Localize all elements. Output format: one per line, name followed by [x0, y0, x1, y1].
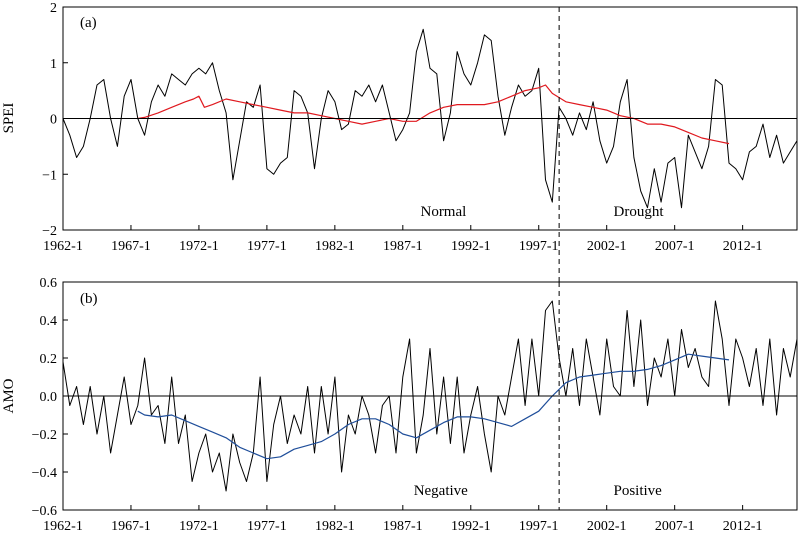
y-tick-label: 0.4	[40, 314, 58, 329]
x-tick-label: 2012-1	[723, 239, 763, 254]
y-tick-label: −0.4	[32, 466, 57, 481]
y-tick-label: −1	[42, 168, 57, 183]
x-tick-label: 1962-1	[43, 239, 83, 254]
x-tick-label: 1972-1	[179, 239, 219, 254]
x-tick-label: 1977-1	[247, 239, 287, 254]
x-tick-label: 1997-1	[519, 519, 559, 534]
x-tick-label: 2007-1	[655, 239, 695, 254]
panel-spei: 1962-1 1967-1 1972-1 1977-1 1982-1 1987-1 1992…	[1, 1, 798, 282]
y-tick-label: −0.2	[32, 428, 57, 443]
panel-label: (b)	[80, 291, 98, 307]
x-tick-label: 1967-1	[111, 519, 151, 534]
x-tick-label: 1987-1	[383, 519, 423, 534]
y-tick-label: 0.0	[40, 390, 58, 405]
x-tick-label: 1962-1	[43, 519, 83, 534]
y-tick-label: 2	[50, 1, 57, 16]
y-tick-label: 1	[50, 57, 57, 72]
x-tick-label: 1997-1	[519, 239, 559, 254]
x-tick-label: 2007-1	[655, 519, 695, 534]
y-tick-label: 0.2	[40, 352, 58, 367]
series-line-moving-average	[137, 353, 730, 460]
x-tick-label: 2002-1	[587, 239, 627, 254]
x-tick-label: 1992-1	[451, 239, 491, 254]
region-annotation: Drought	[614, 204, 665, 220]
y-axis-title: AMO	[1, 378, 17, 413]
x-tick-label: 1967-1	[111, 239, 151, 254]
y-tick-label: 0	[50, 113, 57, 128]
x-tick-label: 1982-1	[315, 239, 355, 254]
region-annotation: Negative	[414, 483, 468, 499]
y-tick-label: 0.6	[40, 276, 58, 291]
x-tick-label: 1987-1	[383, 239, 423, 254]
y-axis-title: SPEI	[1, 103, 17, 134]
y-tick-label: −0.6	[32, 504, 57, 519]
x-tick-label: 1977-1	[247, 519, 287, 534]
series-line-index	[62, 28, 798, 209]
x-tick-label: 1982-1	[315, 519, 355, 534]
region-annotation: Positive	[614, 483, 663, 499]
panel-label: (a)	[80, 15, 97, 31]
region-annotation: Normal	[420, 204, 466, 220]
x-tick-label: 1972-1	[179, 519, 219, 534]
x-tick-label: 2012-1	[723, 519, 763, 534]
x-tick-label: 1992-1	[451, 519, 491, 534]
x-tick-label: 2002-1	[587, 519, 627, 534]
y-tick-label: −2	[42, 224, 57, 239]
series-line-moving-average	[137, 84, 730, 145]
panel-amo: 1962-1 1967-1 1972-1 1977-1 1982-1 1987-1 1992…	[1, 276, 798, 534]
